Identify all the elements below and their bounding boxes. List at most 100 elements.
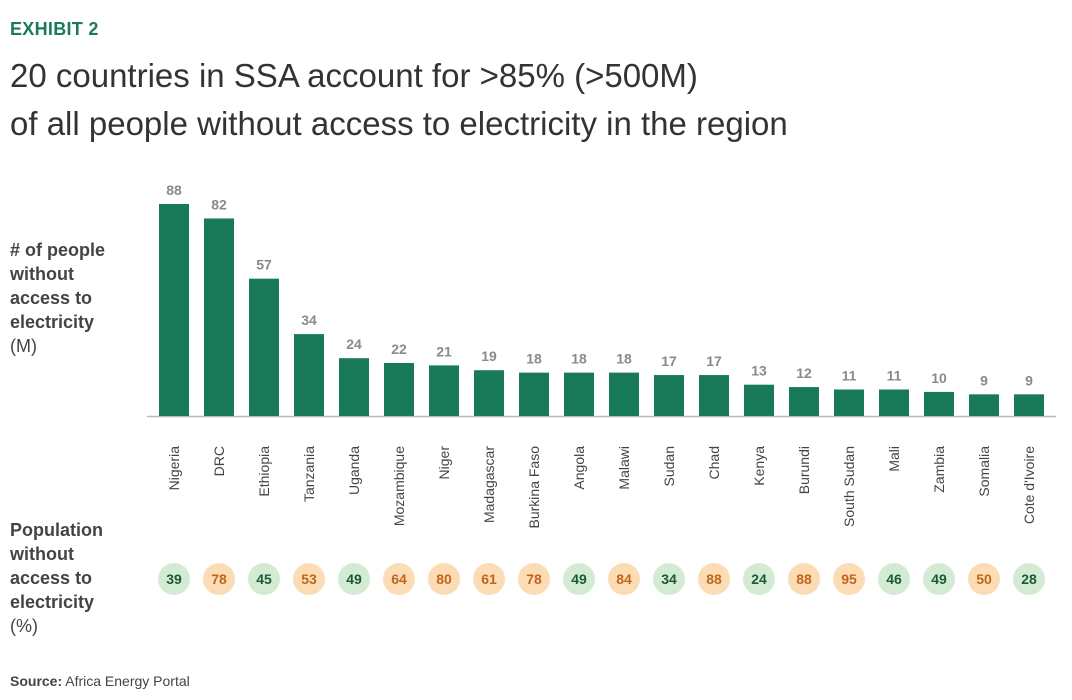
pct-badge: [473, 563, 505, 595]
pct-badge: [563, 563, 595, 595]
data-label: 19: [481, 348, 497, 364]
pct-badge: [293, 563, 325, 595]
bar: [249, 278, 279, 416]
bar: [654, 375, 684, 416]
pct-value: 88: [796, 571, 812, 587]
pct-value: 46: [886, 571, 902, 587]
data-label: 9: [1025, 372, 1033, 388]
data-label: 21: [436, 343, 452, 359]
pct-unit: (%): [10, 616, 38, 636]
pct-badge: [203, 563, 235, 595]
bar: [969, 394, 999, 416]
data-label: 13: [751, 363, 767, 379]
source-text: Africa Energy Portal: [65, 673, 190, 689]
pct-value: 88: [706, 571, 722, 587]
pct-value: 28: [1021, 571, 1037, 587]
pct-badge: [608, 563, 640, 595]
category-label: Zambia: [931, 446, 947, 493]
bar: [699, 375, 729, 416]
data-label: 18: [526, 351, 542, 367]
pct-value: 45: [256, 571, 272, 587]
data-label: 34: [301, 312, 317, 328]
bar: [789, 387, 819, 416]
pct-label-text: Population without access to electricity: [10, 520, 103, 612]
title-line-2: of all people without access to electric…: [10, 105, 788, 142]
pct-badge: [653, 563, 685, 595]
pct-value: 50: [976, 571, 992, 587]
pct-badge: [248, 563, 280, 595]
pct-value: 24: [751, 571, 767, 587]
title-line-1: 20 countries in SSA account for >85% (>5…: [10, 57, 698, 94]
category-label: Angola: [571, 446, 587, 490]
category-label: Cote d'Ivoire: [1021, 446, 1037, 524]
category-label: Tanzania: [301, 446, 317, 502]
data-label: 10: [931, 370, 947, 386]
pct-badge: [968, 563, 1000, 595]
category-label: Madagascar: [481, 446, 497, 523]
bar: [609, 372, 639, 416]
bar: [519, 372, 549, 416]
category-label: Chad: [706, 446, 722, 479]
data-label: 18: [571, 351, 587, 367]
data-label: 11: [887, 368, 902, 384]
bar: [294, 334, 324, 416]
pct-value: 61: [481, 571, 497, 587]
pct-value: 34: [661, 571, 677, 587]
category-label: South Sudan: [841, 446, 857, 527]
pct-value: 78: [211, 571, 227, 587]
pct-badge: [1013, 563, 1045, 595]
pct-badge: [743, 563, 775, 595]
bar: [204, 218, 234, 416]
pct-value: 84: [616, 571, 632, 587]
pct-badge: [698, 563, 730, 595]
bar: [879, 389, 909, 416]
bar: [924, 391, 954, 416]
pct-row-label: Population without access to electricity…: [10, 518, 120, 638]
source-label: Source:: [10, 673, 63, 689]
bar: [339, 358, 369, 416]
category-label: Mali: [886, 446, 902, 472]
data-label: 17: [706, 353, 722, 369]
pct-value: 95: [841, 571, 857, 587]
bar: [834, 389, 864, 416]
data-label: 22: [391, 341, 407, 357]
category-label: Kenya: [751, 446, 767, 486]
pct-value: 80: [436, 571, 452, 587]
data-label: 17: [661, 353, 677, 369]
pct-value: 49: [931, 571, 947, 587]
data-label: 24: [346, 336, 362, 352]
category-label: Niger: [436, 446, 452, 480]
pct-value: 39: [166, 571, 182, 587]
pct-badge: [878, 563, 910, 595]
data-label: 11: [842, 368, 857, 384]
pct-value: 53: [301, 571, 317, 587]
pct-badge: [338, 563, 370, 595]
bar: [744, 384, 774, 416]
bar: [564, 372, 594, 416]
bar: [159, 204, 189, 416]
data-label: 57: [256, 257, 272, 273]
chart-title: 20 countries in SSA account for >85% (>5…: [10, 52, 788, 148]
data-label: 18: [616, 351, 632, 367]
exhibit-label: EXHIBIT 2: [10, 19, 99, 39]
data-label: 9: [980, 372, 988, 388]
category-label: Burundi: [796, 446, 812, 494]
pct-badge: [518, 563, 550, 595]
category-label: Sudan: [661, 446, 677, 486]
category-label: DRC: [211, 446, 227, 476]
source-note: Source: Africa Energy Portal: [10, 673, 190, 689]
y-axis-unit: (M): [10, 336, 37, 356]
data-label: 82: [211, 196, 227, 212]
y-axis-label-text: # of people without access to electricit…: [10, 240, 106, 332]
data-label: 12: [796, 365, 812, 381]
category-label: Malawi: [616, 446, 632, 490]
pct-value: 49: [571, 571, 587, 587]
pct-badge: [833, 563, 865, 595]
bar: [384, 363, 414, 416]
pct-value: 78: [526, 571, 542, 587]
pct-badge: [923, 563, 955, 595]
pct-badge: [383, 563, 415, 595]
category-label: Uganda: [346, 446, 362, 495]
bar: [474, 370, 504, 416]
